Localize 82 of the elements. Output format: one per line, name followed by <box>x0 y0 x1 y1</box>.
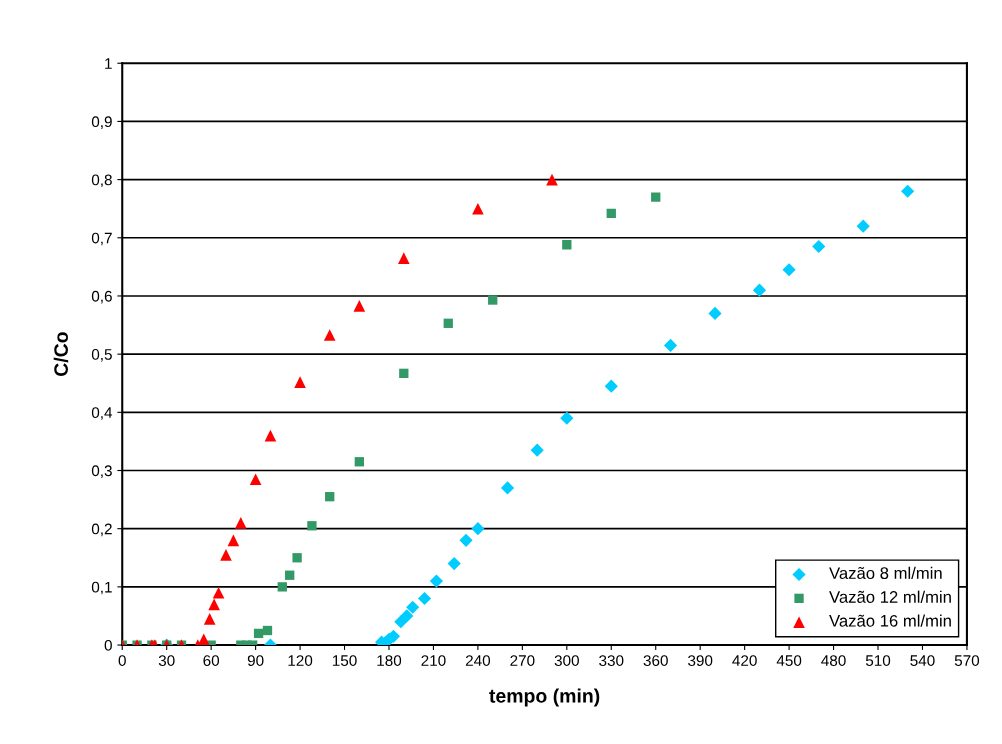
point <box>325 492 335 502</box>
y-tick-label: 0,1 <box>91 581 112 595</box>
x-tick-label: 0 <box>118 655 126 666</box>
x-tick-label: 120 <box>288 655 313 666</box>
x-axis-title: tempo (min) <box>489 688 600 707</box>
point <box>307 521 317 531</box>
y-tick-label: 1 <box>105 58 112 69</box>
point <box>234 517 247 529</box>
point <box>560 411 574 425</box>
point <box>220 549 232 561</box>
x-tick-label: 270 <box>510 655 535 666</box>
point <box>663 338 678 352</box>
x-tick-label: 150 <box>332 655 357 666</box>
legend-label: Vazão 16 ml/min <box>829 614 951 627</box>
legend-label: Vazão 8 ml/min <box>829 566 942 580</box>
point <box>856 219 870 233</box>
point <box>277 582 287 592</box>
y-tick-label: 0,6 <box>91 290 112 304</box>
x-tick-label: 510 <box>865 655 891 666</box>
y-tick-label: 0,7 <box>91 232 112 246</box>
point <box>500 481 515 495</box>
point <box>394 615 408 629</box>
x-tick-label: 390 <box>688 655 713 666</box>
x-tick-label: 90 <box>247 655 264 666</box>
point <box>208 598 220 611</box>
point <box>429 574 443 588</box>
point <box>606 208 616 218</box>
x-tick-label: 420 <box>732 655 757 666</box>
point <box>471 522 485 536</box>
x-tick-label: 240 <box>465 655 491 666</box>
point <box>417 591 432 606</box>
y-tick-label: 0,3 <box>91 465 112 478</box>
point <box>354 457 365 467</box>
point <box>708 306 722 321</box>
point <box>227 534 240 547</box>
x-tick-label: 180 <box>377 655 402 666</box>
point <box>249 473 262 486</box>
point <box>253 628 264 639</box>
point <box>353 300 366 312</box>
x-tick-label: 450 <box>776 655 802 666</box>
x-tick-label: 210 <box>421 655 446 666</box>
point <box>447 557 461 571</box>
x-tick-label: 570 <box>954 655 980 666</box>
point <box>264 429 277 442</box>
point <box>292 553 302 563</box>
point <box>459 533 473 547</box>
point <box>294 376 306 388</box>
y-tick-label: 0,8 <box>91 174 112 188</box>
x-tick-label: 60 <box>203 655 220 666</box>
y-axis-title: C/Co <box>53 332 69 377</box>
point <box>400 609 414 623</box>
point <box>901 184 915 198</box>
point <box>212 586 225 599</box>
point <box>472 202 484 215</box>
x-tick-label: 300 <box>554 655 579 666</box>
x-tick-label: 540 <box>910 655 935 666</box>
point <box>323 329 336 341</box>
point <box>285 570 295 580</box>
point <box>488 295 498 305</box>
point <box>562 240 572 250</box>
point <box>203 613 216 625</box>
x-tick-label: 330 <box>599 655 624 666</box>
point <box>443 318 453 328</box>
point <box>398 252 410 264</box>
x-tick-label: 480 <box>821 655 846 666</box>
point <box>399 368 409 378</box>
point <box>651 192 661 202</box>
point <box>782 263 796 277</box>
y-tick-label: 0,2 <box>91 523 112 537</box>
point <box>812 239 826 254</box>
point <box>752 283 767 297</box>
x-tick-label: 360 <box>643 655 668 666</box>
legend-label: Vazão 12 ml/min <box>829 590 951 603</box>
point <box>530 443 544 457</box>
y-tick-label: 0 <box>104 639 112 651</box>
x-tick-label: 30 <box>158 655 175 666</box>
y-tick-label: 0,4 <box>91 407 113 420</box>
point <box>406 600 420 614</box>
point <box>604 379 618 393</box>
y-tick-label: 0,9 <box>91 116 112 129</box>
point <box>262 625 273 636</box>
y-tick-label: 0,5 <box>91 349 112 362</box>
